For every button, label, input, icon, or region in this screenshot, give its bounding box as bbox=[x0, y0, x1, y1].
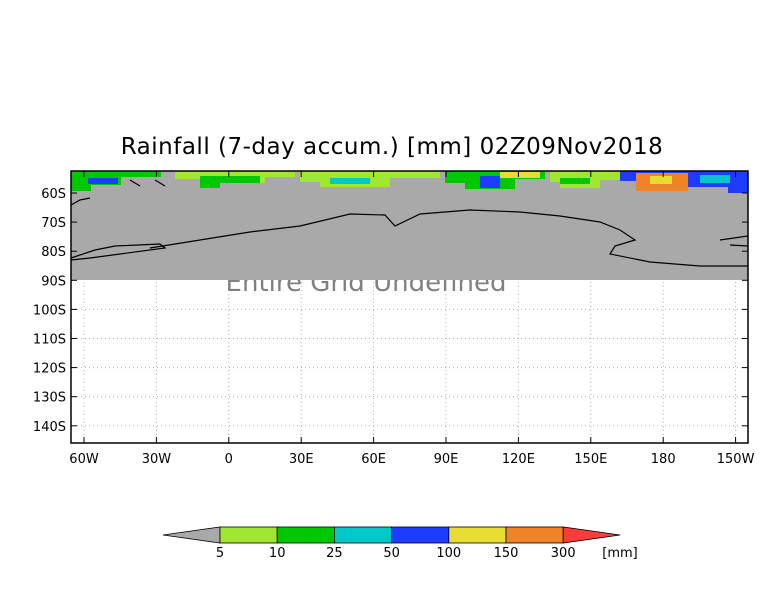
colorbar-below-triangle bbox=[162, 526, 221, 544]
latitude-axis: 60S 70S 80S 90S 100S 110S 120S 130S 140S bbox=[33, 187, 748, 435]
longitude-tick-label: 30W bbox=[142, 452, 172, 467]
latitude-tick-label: 100S bbox=[33, 303, 66, 318]
colorbar-unit-label: [mm] bbox=[602, 546, 637, 561]
longitude-axis: 60W 30W 0 30E 60E 90E 120E 150E 180 150W bbox=[69, 171, 755, 467]
latitude-tick-label: 80S bbox=[41, 245, 66, 260]
colorbar-tick-label: 5 bbox=[216, 546, 224, 561]
colorbar: 5 10 25 50 100 150 300 [mm] bbox=[162, 526, 638, 561]
colorbar-swatch bbox=[505, 526, 564, 544]
latitude-tick-label: 140S bbox=[33, 420, 66, 435]
colorbar-tick-label: 50 bbox=[383, 546, 400, 561]
longitude-tick-label: 60W bbox=[69, 452, 99, 467]
map-title: Rainfall (7-day accum.) [mm] 02Z09Nov201… bbox=[120, 134, 664, 160]
colorbar-swatch bbox=[333, 526, 392, 544]
colorbar-tick-label: 100 bbox=[436, 546, 461, 561]
colorbar-tick-label: 25 bbox=[326, 546, 343, 561]
longitude-tick-label: 0 bbox=[225, 452, 233, 467]
undefined-area bbox=[71, 193, 748, 280]
colorbar-tick-label: 300 bbox=[551, 546, 576, 561]
colorbar-tick-label: 10 bbox=[269, 546, 286, 561]
longitude-tick-label: 150W bbox=[717, 452, 755, 467]
colorbar-tick-label: 150 bbox=[494, 546, 519, 561]
coastline bbox=[70, 179, 749, 267]
colorbar-swatch bbox=[448, 526, 507, 544]
latitude-tick-label: 120S bbox=[33, 362, 66, 377]
latitude-tick-label: 130S bbox=[33, 391, 66, 406]
longitude-tick-label: 90E bbox=[434, 452, 459, 467]
colorbar-swatch bbox=[276, 526, 335, 544]
map-frame bbox=[70, 170, 749, 444]
latitude-tick-label: 110S bbox=[33, 333, 66, 348]
longitude-tick-label: 30E bbox=[289, 452, 314, 467]
longitude-tick-label: 180 bbox=[651, 452, 676, 467]
longitude-tick-label: 60E bbox=[361, 452, 386, 467]
latitude-tick-label: 60S bbox=[41, 187, 66, 202]
latitude-tick-label: 90S bbox=[41, 274, 66, 289]
colorbar-above-triangle bbox=[562, 526, 621, 544]
map-grid bbox=[77, 282, 742, 437]
latitude-tick-label: 70S bbox=[41, 216, 66, 231]
longitude-tick-label: 120E bbox=[502, 452, 535, 467]
rainfall-band bbox=[71, 171, 748, 193]
longitude-tick-label: 150E bbox=[574, 452, 607, 467]
colorbar-swatch bbox=[219, 526, 278, 544]
colorbar-swatch bbox=[391, 526, 450, 544]
overlay-text: Entire Grid Undefined bbox=[226, 268, 507, 298]
